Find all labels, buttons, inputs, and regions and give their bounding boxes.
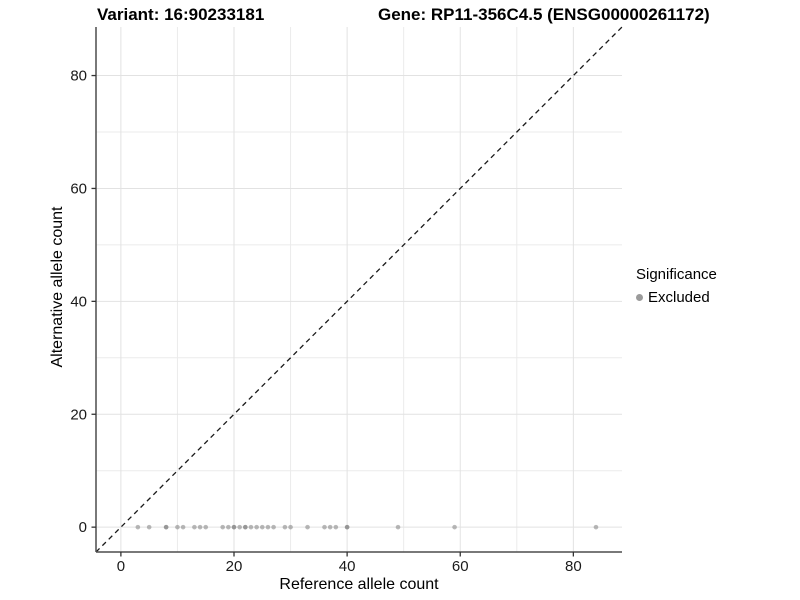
- data-point: [135, 524, 141, 530]
- data-point: [175, 524, 180, 530]
- excluded-point-icon: [636, 294, 643, 301]
- data-point: [254, 524, 259, 530]
- data-point: [265, 524, 271, 530]
- data-point: [220, 524, 225, 530]
- data-point: [282, 524, 288, 530]
- y-axis-title: Alternative allele count: [49, 206, 66, 368]
- y-tick-label: 20: [70, 406, 87, 423]
- x-tick-label: 60: [452, 558, 469, 575]
- data-point: [452, 524, 457, 530]
- data-point: [248, 524, 254, 530]
- variant-title: Variant: 16:90233181: [97, 5, 265, 24]
- data-point: [395, 524, 401, 530]
- data-point: [243, 524, 248, 530]
- data-point: [226, 524, 231, 530]
- data-point: [322, 524, 327, 530]
- data-point: [203, 524, 209, 530]
- data-point: [180, 524, 186, 530]
- legend: Significance Excluded: [636, 266, 717, 306]
- data-point: [163, 524, 169, 530]
- y-tick-label: 0: [79, 519, 87, 536]
- data-point: [288, 524, 293, 530]
- data-point: [146, 524, 152, 530]
- x-tick-label: 0: [117, 558, 125, 575]
- y-tick-label: 60: [70, 180, 87, 197]
- x-tick-label: 20: [226, 558, 243, 575]
- x-tick-label: 40: [339, 558, 356, 575]
- data-point: [259, 524, 265, 530]
- data-point: [305, 524, 310, 530]
- legend-item-label: Excluded: [648, 289, 710, 306]
- x-tick-label: 80: [565, 558, 582, 575]
- y-tick-label: 40: [70, 293, 87, 310]
- data-point: [237, 524, 242, 530]
- identity-line: [95, 26, 623, 553]
- data-point: [271, 524, 276, 530]
- y-tick-label: 80: [70, 68, 87, 85]
- legend-item-excluded: Excluded: [636, 289, 717, 306]
- data-point: [344, 524, 350, 530]
- legend-title: Significance: [636, 266, 717, 283]
- x-axis-title: Reference allele count: [279, 576, 439, 593]
- gene-title: Gene: RP11-356C4.5 (ENSG00000261172): [378, 5, 710, 24]
- data-point: [192, 524, 197, 530]
- data-point: [231, 524, 237, 530]
- data-point: [593, 524, 599, 530]
- data-point: [333, 524, 339, 530]
- data-point: [327, 524, 333, 530]
- data-point: [197, 524, 203, 530]
